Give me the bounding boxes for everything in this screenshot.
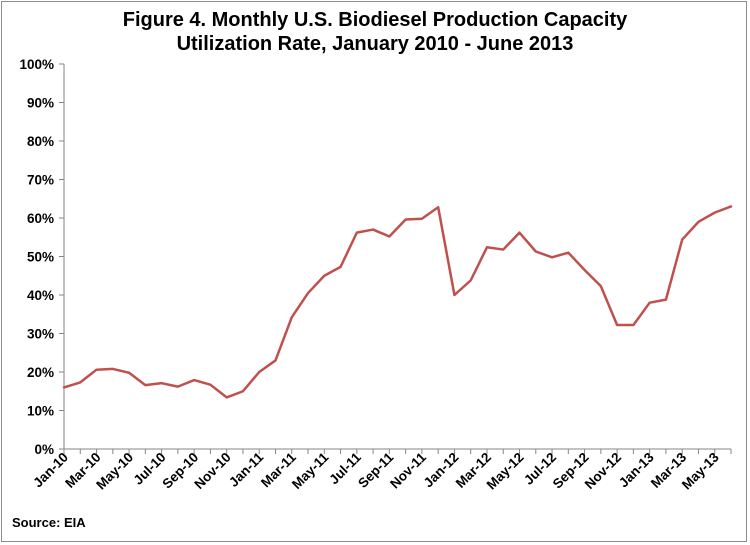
chart-title-line-2: Utilization Rate, January 2010 - June 20… xyxy=(176,33,574,55)
y-tick-label: 60% xyxy=(27,211,54,226)
x-tick-label: Jan-11 xyxy=(226,449,267,490)
chart-title-line-1: Figure 4. Monthly U.S. Biodiesel Product… xyxy=(122,9,628,31)
y-tick-label: 0% xyxy=(34,442,54,457)
x-tick-label: May-10 xyxy=(93,450,136,493)
y-tick-label: 30% xyxy=(27,327,54,342)
y-tick-label: 20% xyxy=(27,365,54,380)
x-tick-label: May-12 xyxy=(484,450,527,493)
y-tick-label: 50% xyxy=(27,250,54,265)
x-tick-label: May-11 xyxy=(289,449,332,492)
y-tick-label: 90% xyxy=(27,96,54,111)
chart-title: Figure 4. Monthly U.S. Biodiesel Product… xyxy=(0,8,750,56)
y-tick-label: 40% xyxy=(27,288,54,303)
y-tick-label: 80% xyxy=(27,134,54,149)
series-line xyxy=(62,205,733,399)
y-tick-label: 70% xyxy=(27,173,54,188)
y-tick-label: 100% xyxy=(19,57,54,72)
x-tick-label: May-13 xyxy=(679,449,722,492)
x-tick-label: Nov-12 xyxy=(582,450,624,492)
x-tick-label: Nov-10 xyxy=(191,450,233,492)
x-tick-label: Nov-11 xyxy=(387,449,429,491)
y-tick-label: 10% xyxy=(27,404,54,419)
source-note: Source: EIA xyxy=(12,515,86,530)
